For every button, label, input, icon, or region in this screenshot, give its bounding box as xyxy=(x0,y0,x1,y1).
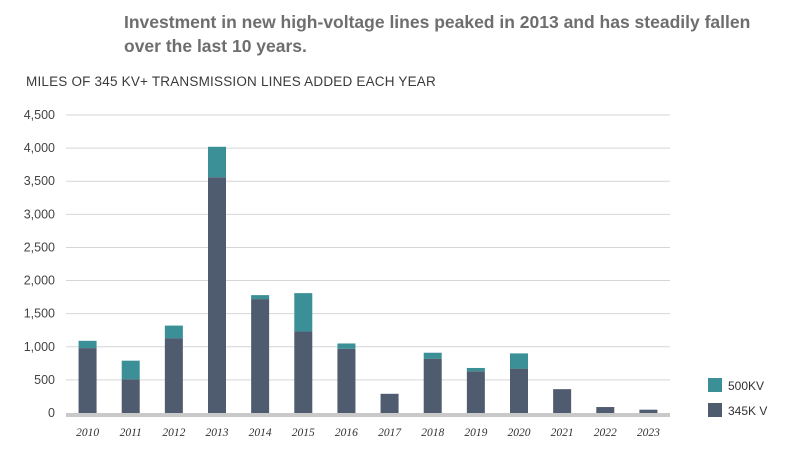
y-tick-label: 500 xyxy=(34,373,55,387)
bar-500kv-2014 xyxy=(251,295,270,300)
bar-500kv-2011 xyxy=(121,360,140,380)
bar-500kv-2013 xyxy=(208,146,226,178)
bar-345kv-2010 xyxy=(78,348,97,413)
bar-345kv-2017 xyxy=(380,393,399,413)
bar-345kv-2018 xyxy=(423,358,442,413)
x-tick-label: 2010 xyxy=(76,427,99,439)
x-tick-label: 2017 xyxy=(378,427,402,439)
chart-headline: Investment in new high-voltage lines pea… xyxy=(124,12,751,56)
bar-500kv-2010 xyxy=(78,340,97,349)
grid-lines xyxy=(66,114,670,417)
x-tick-label: 2019 xyxy=(464,427,487,439)
x-tick-label: 2016 xyxy=(335,427,358,439)
x-axis-ticks: 2010 2011 2012 2013 2014 2015 2016 2017 2018 2019… xyxy=(76,427,660,439)
x-tick-label: 2021 xyxy=(551,427,574,439)
bars xyxy=(78,146,658,413)
y-tick-label: 2,000 xyxy=(24,274,55,288)
legend: 500KV 345K V xyxy=(708,378,767,418)
y-tick-label: 4,500 xyxy=(24,108,55,122)
legend-swatch-345kv xyxy=(708,403,722,417)
x-tick-label: 2020 xyxy=(508,427,531,439)
x-tick-label: 2023 xyxy=(637,427,660,439)
bar-345kv-2015 xyxy=(294,331,313,413)
bar-500kv-2015 xyxy=(294,293,313,332)
bar-500kv-2012 xyxy=(164,325,183,339)
y-tick-label: 3,500 xyxy=(24,174,55,188)
y-tick-label: 3,000 xyxy=(24,207,55,221)
legend-label-500kv: 500KV xyxy=(728,379,764,393)
bar-500kv-2020 xyxy=(510,353,528,369)
x-tick-label: 2011 xyxy=(120,427,142,439)
bar-345kv-2016 xyxy=(337,348,356,413)
bar-500kv-2018 xyxy=(423,352,442,359)
y-axis-ticks: 0 500 1,000 1,500 2,000 2,500 3,000 3,500 4,000 4… xyxy=(24,108,55,420)
bar-500kv-2019 xyxy=(466,367,485,372)
x-tick-label: 2015 xyxy=(292,427,315,439)
x-tick-label: 2022 xyxy=(594,427,617,439)
bar-345kv-2020 xyxy=(510,368,528,413)
x-tick-label: 2018 xyxy=(421,427,444,439)
x-tick-label: 2012 xyxy=(162,427,185,439)
y-tick-label: 4,000 xyxy=(24,141,55,155)
y-tick-label: 2,500 xyxy=(24,240,55,254)
bar-345kv-2023 xyxy=(639,409,658,413)
bar-345kv-2022 xyxy=(596,407,615,413)
y-tick-label: 1,000 xyxy=(24,340,55,354)
chart-title: MILES OF 345 KV+ TRANSMISSION LINES ADDE… xyxy=(26,74,436,89)
bar-345kv-2014 xyxy=(251,299,270,413)
bar-345kv-2021 xyxy=(553,389,572,413)
bar-345kv-2011 xyxy=(121,379,140,413)
x-axis-baseline xyxy=(66,413,670,417)
x-tick-label: 2013 xyxy=(206,427,229,439)
x-tick-label: 2014 xyxy=(249,427,272,439)
bar-345kv-2019 xyxy=(466,371,485,413)
legend-swatch-500kv xyxy=(708,378,722,392)
y-tick-label: 0 xyxy=(48,406,55,420)
bar-345kv-2013 xyxy=(208,177,226,413)
y-tick-label: 1,500 xyxy=(24,307,55,321)
bar-345kv-2012 xyxy=(164,338,183,413)
bar-500kv-2016 xyxy=(337,343,356,349)
legend-label-345kv: 345K V xyxy=(728,404,767,418)
